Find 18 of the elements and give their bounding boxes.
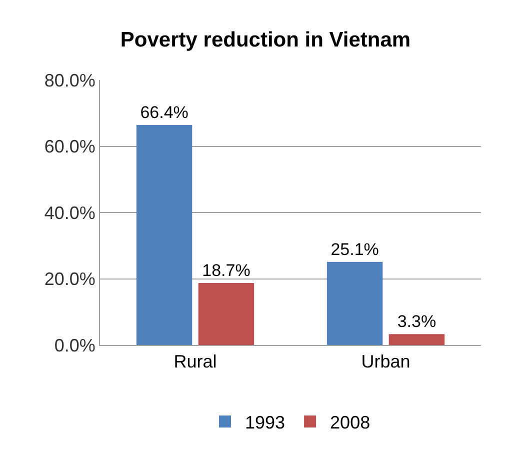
- x-tick-label: Rural: [174, 352, 217, 372]
- legend-label: 1993: [245, 412, 286, 433]
- y-tick-label: 80.0%: [44, 70, 96, 90]
- bar: [198, 283, 254, 345]
- chart-title: Poverty reduction in Vietnam: [120, 28, 411, 52]
- data-label: 18.7%: [202, 261, 250, 280]
- y-tick-label: 0.0%: [54, 335, 96, 356]
- data-label: 3.3%: [397, 312, 436, 332]
- bar: [326, 262, 383, 345]
- bar: [388, 334, 445, 345]
- y-tick-label: 40.0%: [44, 202, 96, 223]
- y-tick-label: 60.0%: [44, 136, 96, 157]
- legend-label: 2008: [330, 412, 370, 433]
- bar: [136, 125, 192, 345]
- data-label: 66.4%: [140, 103, 188, 122]
- y-tick-label: 20.0%: [44, 269, 96, 290]
- data-label: 25.1%: [330, 240, 379, 259]
- x-tick-label: Urban: [361, 352, 410, 372]
